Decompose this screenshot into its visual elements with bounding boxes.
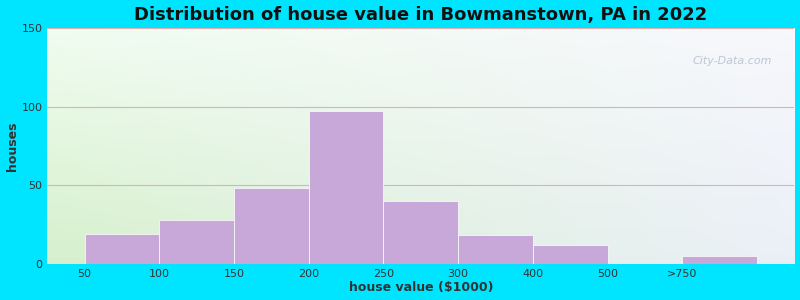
Y-axis label: houses: houses — [6, 121, 18, 171]
Bar — [85, 234, 159, 264]
Title: Distribution of house value in Bowmanstown, PA in 2022: Distribution of house value in Bowmansto… — [134, 6, 707, 24]
Text: City-Data.com: City-Data.com — [693, 56, 772, 66]
Bar — [159, 220, 234, 264]
Bar — [533, 245, 608, 264]
Bar — [234, 188, 309, 264]
X-axis label: house value ($1000): house value ($1000) — [349, 281, 493, 294]
Bar — [682, 256, 757, 264]
Bar — [458, 236, 533, 264]
Bar — [383, 201, 458, 264]
Bar — [309, 111, 383, 264]
